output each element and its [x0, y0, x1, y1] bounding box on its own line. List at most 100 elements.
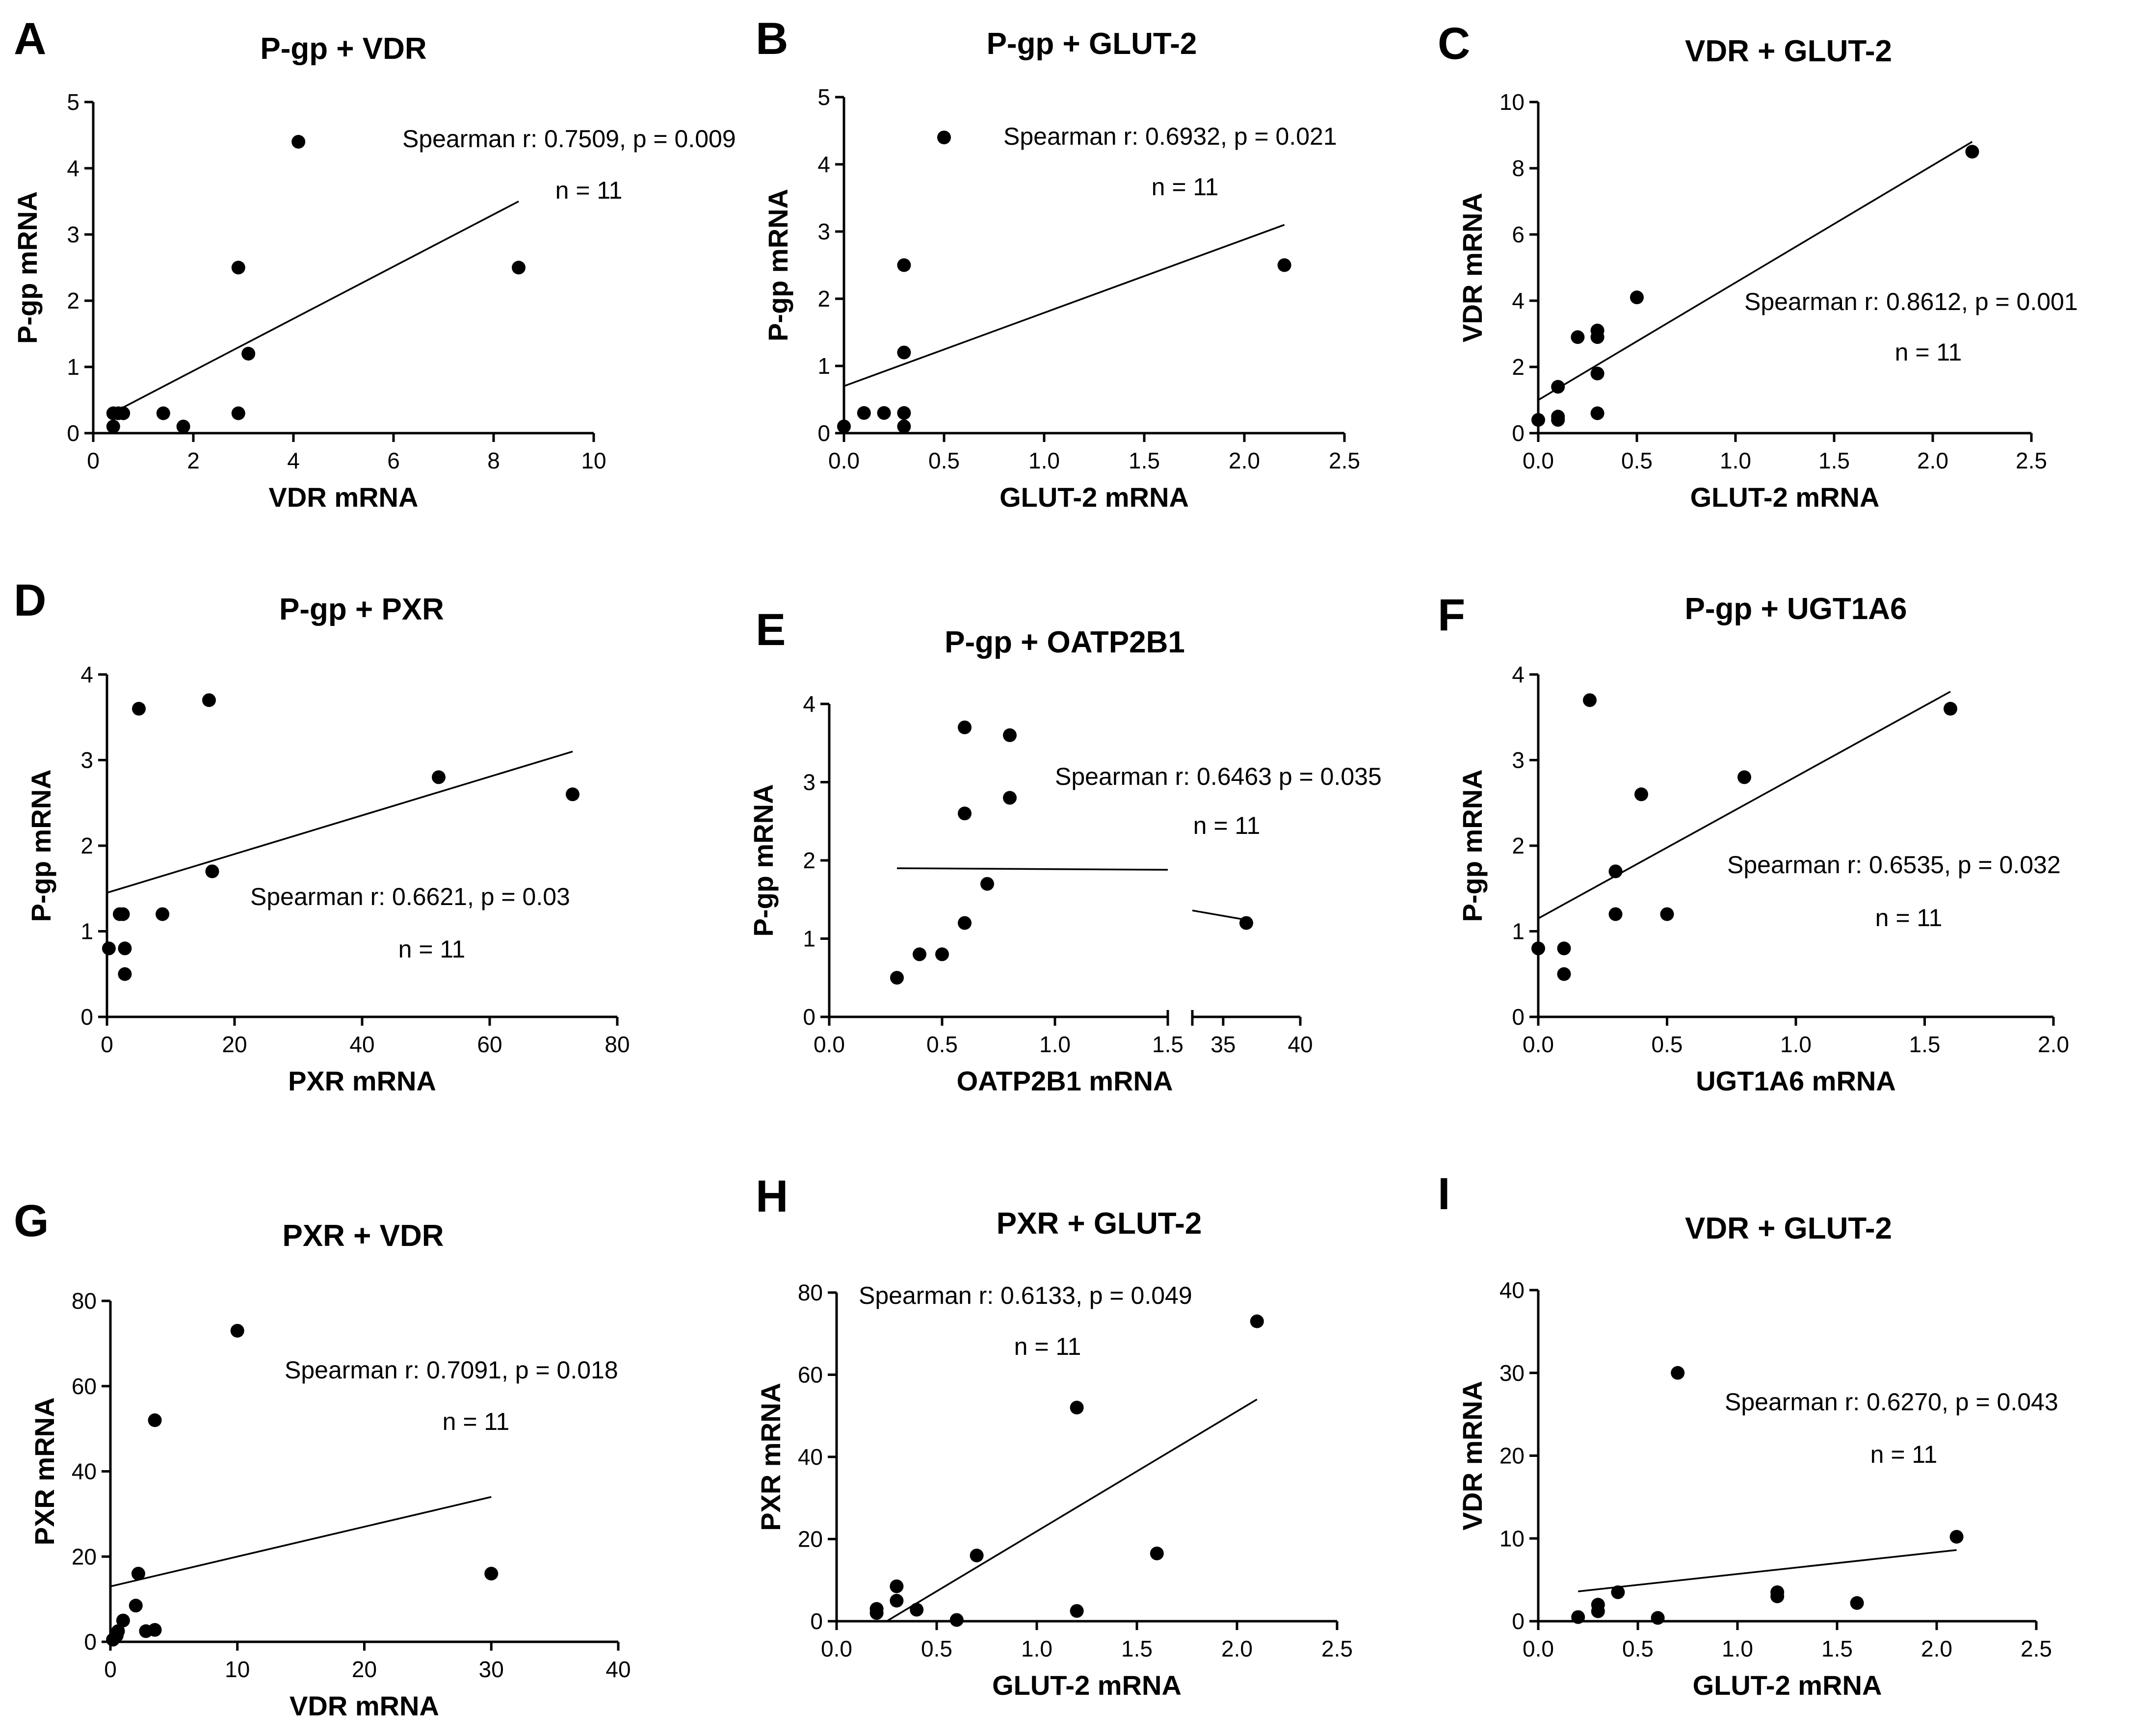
x-tick-label: 1.5: [1818, 448, 1850, 473]
chart-title: P-gp + UGT1A6: [1684, 592, 1907, 626]
data-point: [1770, 1585, 1785, 1599]
regression-line: [1578, 1549, 1957, 1592]
x-tick-label: 35: [1210, 1032, 1236, 1057]
data-point: [106, 419, 120, 434]
data-point: [1571, 1610, 1585, 1624]
data-point: [566, 787, 579, 802]
x-tick-label: 0.5: [926, 1032, 958, 1057]
panel-letter-a: A: [14, 14, 46, 64]
regression-line: [886, 1399, 1258, 1622]
data-point: [1591, 1598, 1605, 1612]
x-tick-label: 1.5: [1909, 1032, 1941, 1057]
x-axis-label: GLUT-2 mRNA: [992, 1670, 1182, 1701]
spearman-annotation: Spearman r: 0.6270, p = 0.043: [1725, 1388, 2058, 1416]
regression-line: [118, 200, 519, 411]
y-tick-label: 0: [810, 1608, 823, 1634]
panel-a: A P-gp + VDR 0 1 2 3 4 5 0 2 4 6 8 10 VDR mRNA P-gp mRN…: [12, 14, 736, 513]
x-tick-label: 0: [101, 1032, 113, 1057]
sample-size-annotation: n = 11: [1152, 173, 1219, 201]
x-axis-label: GLUT-2 mRNA: [1690, 482, 1880, 513]
x-tick-label: 0: [87, 448, 100, 473]
y-tick-label: 0: [67, 420, 79, 446]
panel-g: G PXR + VDR 0 20 40 60 80 0 10 20 30 40 VDR mRNA PXR …: [14, 1196, 631, 1721]
x-tick-label: 1.0: [1028, 448, 1060, 473]
panel-letter-e: E: [756, 605, 786, 655]
y-tick-label: 2: [817, 286, 830, 311]
data-point: [890, 1594, 904, 1608]
y-tick-label: 3: [803, 770, 815, 795]
sample-size-annotation: n = 11: [1014, 1333, 1081, 1360]
data-point: [116, 1613, 130, 1628]
y-tick-label: 1: [803, 926, 815, 952]
x-tick-label: 8: [487, 448, 500, 473]
x-tick-label: 0.5: [1622, 1636, 1654, 1661]
panel-letter-c: C: [1438, 19, 1470, 69]
y-tick-label: 2: [803, 848, 815, 873]
y-tick-label: 4: [80, 662, 93, 687]
data-point: [231, 260, 245, 275]
y-axis-label: PXR mRNA: [29, 1398, 60, 1546]
x-tick-label: 2.0: [1917, 448, 1948, 473]
data-point: [1965, 145, 1979, 159]
sample-size-annotation: n = 11: [555, 177, 623, 204]
x-tick-label: 40: [1288, 1032, 1313, 1057]
data-point: [1250, 1314, 1264, 1328]
data-point: [1070, 1400, 1084, 1415]
data-point: [1551, 380, 1565, 394]
x-tick-label: 80: [605, 1032, 630, 1057]
y-tick-label: 0: [1512, 1004, 1525, 1030]
data-point: [512, 260, 526, 275]
sample-size-annotation: n = 11: [1875, 904, 1943, 932]
y-tick-label: 2: [1512, 354, 1525, 380]
x-axis-label: VDR mRNA: [289, 1690, 439, 1721]
x-tick-label: 0.0: [828, 448, 860, 473]
spearman-annotation: Spearman r: 0.6463 p = 0.035: [1055, 763, 1382, 790]
y-axis-label: PXR mRNA: [755, 1383, 786, 1531]
data-point: [890, 1579, 904, 1593]
x-axis-label: OATP2B1 mRNA: [957, 1065, 1173, 1096]
x-tick-label: 6: [387, 448, 400, 473]
data-point: [935, 947, 949, 961]
chart-title: VDR + GLUT-2: [1685, 34, 1892, 68]
panel-letter-h: H: [756, 1171, 788, 1221]
sample-size-annotation: n = 11: [443, 1408, 510, 1435]
x-tick-label: 2.0: [1221, 1636, 1253, 1661]
y-axis-label: P-gp mRNA: [763, 189, 793, 341]
data-point: [118, 967, 132, 981]
data-point: [1551, 410, 1565, 424]
data-point: [1608, 864, 1623, 879]
data-point: [176, 419, 190, 434]
x-tick-label: 2.0: [1229, 448, 1260, 473]
x-axis-label: UGT1A6 mRNA: [1696, 1065, 1896, 1096]
x-axis-label: GLUT-2 mRNA: [1693, 1670, 1882, 1701]
y-tick-label: 3: [67, 222, 79, 247]
spearman-annotation: Spearman r: 0.6535, p = 0.032: [1727, 851, 2061, 879]
x-tick-label: 1.5: [1121, 1636, 1153, 1661]
data-point: [1003, 791, 1017, 805]
data-point: [890, 971, 904, 985]
data-point: [118, 941, 132, 956]
x-tick-label: 1.5: [1821, 1636, 1853, 1661]
chart-title: VDR + GLUT-2: [1685, 1212, 1892, 1245]
chart-title: P-gp + OATP2B1: [945, 625, 1185, 659]
data-point: [1571, 330, 1585, 344]
data-point: [1590, 406, 1604, 420]
x-tick-label: 0.5: [1652, 1032, 1683, 1057]
panel-letter-g: G: [14, 1196, 49, 1246]
data-point: [970, 1549, 984, 1562]
data-point: [1583, 693, 1597, 707]
regression-line: [896, 867, 1168, 871]
spearman-annotation: Spearman r: 0.8612, p = 0.001: [1744, 288, 2078, 315]
data-point: [1737, 770, 1751, 784]
x-tick-label: 0: [104, 1657, 117, 1682]
panel-letter-i: I: [1438, 1169, 1450, 1219]
data-point: [1239, 916, 1253, 930]
data-point: [1608, 907, 1623, 921]
y-tick-label: 5: [817, 84, 830, 110]
y-tick-label: 40: [1499, 1277, 1525, 1303]
data-point: [116, 907, 130, 921]
data-point: [148, 1623, 162, 1637]
data-point: [148, 1413, 162, 1427]
y-tick-label: 2: [67, 288, 79, 313]
x-tick-label: 0.0: [821, 1636, 852, 1661]
